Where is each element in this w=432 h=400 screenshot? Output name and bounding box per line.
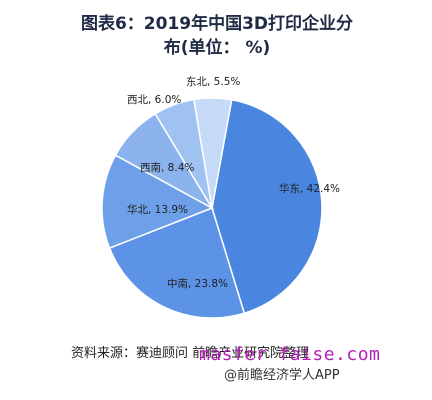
watermark-overlay-text: masfer faise.com (199, 344, 381, 365)
chart-title: 图表6：2019年中国3D打印企业分 布(单位： %) (52, 12, 382, 60)
pie-slice-华北 (101, 154, 214, 250)
data-label: 华北, 13.9% (127, 203, 188, 216)
credit-text: @前瞻经济学人APP (224, 368, 340, 383)
data-label: 西北, 6.0% (127, 94, 181, 106)
chart-title-line2: 布(单位： %) (163, 38, 271, 58)
data-label: 西南, 8.4% (140, 161, 194, 174)
data-label: 华东, 42.4% (279, 182, 340, 195)
data-label: 东北, 5.5% (186, 75, 240, 88)
chart-title-line1: 图表6：2019年中国3D打印企业分 (80, 14, 354, 34)
pie-slice-华东 (211, 98, 323, 315)
source-note: 资料来源：赛迪顾问 前瞻产业研究院整理 (71, 346, 310, 361)
pie-slice-东北 (193, 97, 233, 209)
data-label: 中南, 23.8% (167, 277, 228, 290)
